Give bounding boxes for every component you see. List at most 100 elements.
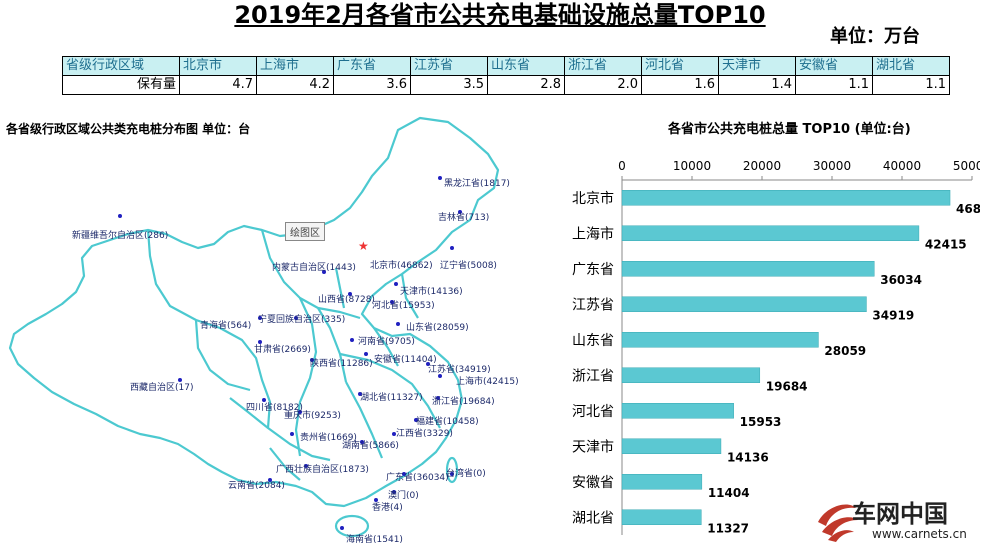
map-label: 湖北省(11327) <box>360 393 423 403</box>
map-title: 各省级行政区域公共类充电桩分布图 单位：台 <box>6 122 251 136</box>
map-label: 澳门(0) <box>388 491 419 501</box>
map-label: 四川省(8182) <box>246 403 303 413</box>
x-tick-label: 10000 <box>673 159 711 173</box>
table-cell: 1.1 <box>872 75 950 95</box>
bar <box>621 296 867 312</box>
map-label: 香港(4) <box>372 503 403 513</box>
bar-value-label: 11327 <box>707 521 749 535</box>
map-label: 内蒙古自治区(1443) <box>272 263 356 273</box>
map-label: 江西省(3329) <box>396 429 453 439</box>
map-label: 安徽省(11404) <box>374 355 437 365</box>
table-cell: 1.1 <box>795 75 873 95</box>
table-header-cell: 浙江省 <box>564 56 642 76</box>
bar <box>621 403 734 419</box>
bar-value-label: 46862 <box>956 202 980 216</box>
table-header-row: 省级行政区域 北京市 上海市 广东省 江苏省 山东省 浙江省 河北省 天津市 安… <box>62 56 950 76</box>
map-label: 宁夏回族自治区(335) <box>258 315 346 325</box>
table-cell: 4.7 <box>179 75 257 95</box>
bar-value-label: 15953 <box>740 415 782 429</box>
x-tick-label: 50000 <box>953 159 980 173</box>
page-title: 2019年2月各省市公共充电基础设施总量TOP10 <box>234 1 766 29</box>
map-label: 北京市(46862) <box>370 261 433 271</box>
map-label: 河北省(15953) <box>372 301 435 311</box>
x-tick-label: 20000 <box>743 159 781 173</box>
map-label: 台湾省(0) <box>446 469 486 479</box>
map-label: 辽宁省(5008) <box>440 261 497 271</box>
map-label: 云南省(2084) <box>228 481 285 491</box>
china-map-outline: ★ <box>8 116 500 538</box>
bar-chart: 0 10000 20000 30000 40000 50000 北京市 46862 上海市 424… <box>572 159 980 535</box>
map-label: 青海省(564) <box>200 321 252 331</box>
map-label: 江苏省(34919) <box>428 365 491 375</box>
map-label: 天津市(14136) <box>400 287 463 297</box>
table-header-cell: 上海市 <box>256 56 334 76</box>
bar <box>621 332 819 348</box>
bar-value-label: 28059 <box>824 344 866 358</box>
bar-chart-title: 各省市公共充电桩总量 TOP10 (单位:台) <box>668 122 911 137</box>
map-label: 山西省(8728) <box>318 295 375 305</box>
bar <box>621 261 875 277</box>
table-header-cell: 安徽省 <box>795 56 873 76</box>
table-cell: 3.6 <box>333 75 411 95</box>
y-category-label: 安徽省 <box>572 475 614 491</box>
plot-area-tag: 绘图区 <box>285 222 325 241</box>
svg-text:★: ★ <box>358 239 369 253</box>
map-label: 湖南省(5866) <box>342 441 399 451</box>
table-cell: 1.6 <box>641 75 719 95</box>
map-label: 黑龙江省(1817) <box>444 179 510 189</box>
table-cell: 2.8 <box>487 75 565 95</box>
y-category-label: 河北省 <box>572 404 614 420</box>
map-label: 甘肃省(2669) <box>254 345 311 355</box>
table-header-cell: 湖北省 <box>872 56 950 76</box>
map-label: 吉林省(713) <box>438 213 490 223</box>
y-category-label: 江苏省 <box>572 297 614 313</box>
bar-value-label: 34919 <box>872 308 914 322</box>
map-label: 广西壮族自治区(1873) <box>276 465 369 475</box>
bar-value-label: 14136 <box>727 450 769 464</box>
table-row-label: 保有量 <box>62 75 180 95</box>
table-cell: 2.0 <box>564 75 642 95</box>
logo-mark <box>818 504 858 542</box>
unit-label: 单位：万台 <box>830 26 920 47</box>
bar-value-label: 11404 <box>708 486 750 500</box>
bar <box>621 474 703 490</box>
map-label: 福建省(10458) <box>416 417 479 427</box>
x-tick-label: 0 <box>618 159 626 173</box>
china-map-panel: 各省级行政区域公共类充电桩分布图 单位：台 <box>0 108 560 548</box>
table-value-row: 保有量 4.7 4.2 3.6 3.5 2.8 2.0 1.6 1.4 1.1 … <box>62 75 950 95</box>
summary-table: 省级行政区域 北京市 上海市 广东省 江苏省 山东省 浙江省 河北省 天津市 安… <box>62 56 950 95</box>
bar-value-label: 19684 <box>766 379 808 393</box>
map-label: 陕西省(11286) <box>310 359 373 369</box>
map-label: 重庆市(9253) <box>284 411 341 421</box>
y-category-label: 北京市 <box>572 190 614 207</box>
bar-value-label: 36034 <box>880 273 922 287</box>
y-category-label: 浙江省 <box>572 368 614 384</box>
logo-text: 车网中国 <box>852 500 948 528</box>
y-category-label: 山东省 <box>572 333 614 349</box>
y-category-label: 湖北省 <box>572 510 614 526</box>
map-label: 浙江省(19684) <box>432 397 495 407</box>
table-header-cell: 天津市 <box>718 56 796 76</box>
bar <box>621 190 951 206</box>
map-label: 海南省(1541) <box>346 535 403 545</box>
bar <box>621 225 920 241</box>
table-cell: 3.5 <box>410 75 488 95</box>
table-cell: 4.2 <box>256 75 334 95</box>
map-label: 上海市(42415) <box>456 377 519 387</box>
map-label: 山东省(28059) <box>406 323 469 333</box>
bar-value-label: 42415 <box>925 237 967 251</box>
logo-url: www.carnets.cn <box>872 527 967 541</box>
bar <box>621 438 722 454</box>
y-category-label: 天津市 <box>572 438 614 455</box>
y-category-label: 上海市 <box>572 225 614 242</box>
map-label: 广东省(36034) <box>386 473 449 483</box>
table-cell: 1.4 <box>718 75 796 95</box>
map-label: 新疆维吾尔自治区(286) <box>72 231 169 241</box>
bar <box>621 509 702 525</box>
table-header-label: 省级行政区域 <box>62 56 180 76</box>
table-header-cell: 河北省 <box>641 56 719 76</box>
bar <box>621 367 761 383</box>
x-tick-label: 30000 <box>813 159 851 173</box>
map-label: 西藏自治区(17) <box>130 383 194 393</box>
map-label: 河南省(9705) <box>358 337 415 347</box>
